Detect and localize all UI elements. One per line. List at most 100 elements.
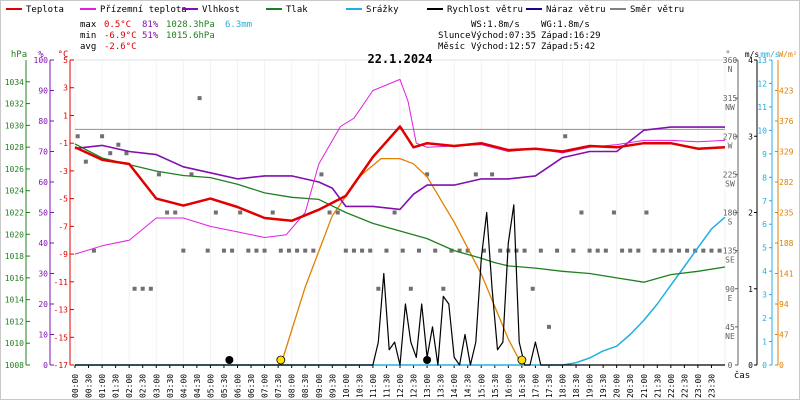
axis-tick-dir-deg: SE (725, 256, 735, 265)
wind-direction-point (286, 248, 291, 253)
axis-tick-label-x: 13:30 (437, 374, 446, 398)
axis-tick-label-wm2: 235 (779, 209, 794, 218)
axis-tick-label-x: 14:00 (450, 374, 459, 398)
wind-direction-point (360, 248, 365, 253)
axis-tick-label-mms: 7 (762, 197, 767, 206)
wind-direction-point (140, 286, 145, 291)
wind-direction-point (587, 248, 592, 253)
axis-tick-label-hpa: 1022 (5, 209, 24, 218)
axis-tick-label-deg: 270 (723, 132, 738, 141)
axis-tick-label-mms: 11 (757, 103, 767, 112)
axis-tick-label-x: 13:00 (423, 374, 432, 398)
moon-marker (423, 356, 432, 364)
axis-tick-label-mms: 3 (762, 291, 767, 300)
axis-tick-label-x: 11:00 (369, 374, 378, 398)
wind-direction-point (546, 324, 551, 329)
wind-direction-point (213, 210, 218, 215)
axis-tick-dir-deg: SW (725, 179, 735, 188)
wind-direction-point (636, 248, 641, 253)
axis-tick-label-temp: 3 (63, 84, 68, 93)
axis-tick-label-x: 02:00 (125, 374, 134, 398)
axis-tick-label-temp: -13 (54, 306, 69, 315)
wind-direction-point (425, 172, 430, 177)
axis-tick-label-x: 06:30 (247, 374, 256, 398)
axis-unit-deg: ° (725, 50, 730, 60)
axis-tick-label-x: 19:00 (586, 374, 595, 398)
wind-direction-point (303, 248, 308, 253)
wind-direction-point (644, 210, 649, 215)
axis-tick-label-x: 23:30 (707, 374, 716, 398)
axis-tick-label-pct: 80 (38, 117, 48, 126)
stat-rain-total: 6.3mm (225, 20, 252, 30)
axis-tick-label-x: 11:30 (382, 374, 391, 398)
axis-tick-label-mms: 4 (762, 267, 767, 276)
axis-tick-label-deg: 225 (723, 170, 738, 179)
wind-direction-point (676, 248, 681, 253)
wind-direction-point (652, 248, 657, 253)
axis-tick-label-x: 10:30 (355, 374, 364, 398)
axis-tick-label-x: 16:00 (504, 374, 513, 398)
axis-tick-label-hpa: 1032 (5, 100, 24, 109)
axis-tick-label-x: 20:00 (613, 374, 622, 398)
axis-tick-label-pct: 20 (38, 300, 48, 309)
axis-unit-mms: mm/s (760, 50, 779, 59)
wind-direction-point (660, 248, 665, 253)
stat-max-press: 1028.3hPa (166, 20, 215, 30)
axis-tick-label-x: 19:30 (599, 374, 608, 398)
axis-tick-label-hpa: 1014 (5, 296, 24, 305)
axis-tick-label-ms: 1 (748, 285, 753, 294)
axis-tick-label-wm2: 0 (779, 361, 784, 370)
axis-tick-label-temp: 1 (63, 111, 68, 120)
axis-tick-label-mms: 0 (762, 361, 767, 370)
axis-tick-label-temp: -5 (58, 195, 68, 204)
wind-direction-point (173, 210, 178, 215)
wind-direction-point (595, 248, 600, 253)
wind-direction-point (522, 248, 527, 253)
wind-direction-point (392, 210, 397, 215)
axis-tick-label-hpa: 1030 (5, 121, 24, 130)
series-humidity (74, 126, 725, 211)
axis-tick-label-temp: -7 (58, 222, 68, 231)
axis-tick-label-wm2: 47 (779, 331, 789, 340)
wind-direction-point (433, 248, 438, 253)
axis-label-x: čas (734, 370, 750, 381)
axis-tick-label-x: 07:00 (261, 374, 270, 398)
axis-tick-label-mms: 10 (757, 126, 767, 135)
axis-tick-label-x: 09:00 (315, 374, 324, 398)
wind-direction-point (368, 248, 373, 253)
axis-tick-label-wm2: 423 (779, 87, 794, 96)
axis-tick-label-hpa: 1034 (5, 78, 24, 87)
wind-direction-point (498, 248, 503, 253)
axis-tick-dir-deg: S (728, 218, 733, 227)
axis-tick-label-pct: 70 (38, 148, 48, 157)
axis-tick-label-x: 00:00 (71, 374, 80, 398)
axis-tick-label-mms: 9 (762, 150, 767, 159)
stat-min-press: 1015.6hPa (166, 31, 215, 41)
wind-direction-point (246, 248, 251, 253)
wind-direction-point (295, 248, 300, 253)
axis-tick-label-x: 22:30 (680, 374, 689, 398)
axis-tick-label-wm2: 188 (779, 239, 794, 248)
axis-tick-label-wm2: 329 (779, 148, 794, 157)
moon-set: Západ:5:42 (541, 42, 595, 52)
wind-direction-point (238, 210, 243, 215)
legend-label-dir: Směr větru (630, 5, 684, 15)
axis-tick-label-pct: 40 (38, 239, 48, 248)
wind-wg: WG:1.8m/s (541, 20, 590, 30)
axis-tick-label-hpa: 1010 (5, 339, 24, 348)
axis-tick-label-pct: 0 (43, 361, 48, 370)
axis-tick-label-x: 04:00 (179, 374, 188, 398)
wind-direction-point (514, 248, 519, 253)
axis-tick-label-x: 00:30 (85, 374, 94, 398)
axis-tick-label-x: 08:30 (301, 374, 310, 398)
axis-tick-label-x: 08:00 (288, 374, 297, 398)
axis-tick-label-x: 18:00 (559, 374, 568, 398)
wind-direction-point (473, 172, 478, 177)
axis-tick-label-x: 05:00 (206, 374, 215, 398)
axis-tick-label-wm2: 141 (779, 270, 794, 279)
axis-tick-label-deg: 0 (728, 361, 733, 370)
axis-tick-label-ms: 4 (748, 56, 753, 65)
axis-tick-label-x: 17:30 (545, 374, 554, 398)
wind-direction-point (311, 248, 316, 253)
wind-direction-point (668, 248, 673, 253)
